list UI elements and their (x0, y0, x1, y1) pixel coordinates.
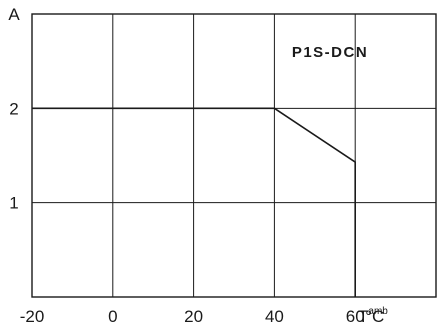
y-tick-label: 2 (9, 99, 18, 118)
x-tick-labels: -20 0 20 40 60 (20, 307, 365, 326)
chart-title: P1S-DCN (292, 44, 368, 61)
x-tick-label: 60 (346, 307, 365, 326)
x-axis-label-main: T (358, 307, 368, 326)
x-tick-label: 40 (265, 307, 284, 326)
y-tick-labels: 12 (9, 99, 18, 212)
grid (32, 14, 436, 297)
series-line (32, 107, 357, 297)
x-axis-label-sub: amb (368, 306, 388, 317)
x-tick-label: -20 (20, 307, 45, 326)
plot-frame (31, 13, 437, 298)
x-axis-unit: °C (365, 307, 384, 326)
y-axis-label: A (8, 5, 20, 24)
y-tick-label: 1 (9, 194, 18, 213)
x-tick-label: 0 (108, 307, 117, 326)
x-axis-label: Tamb (358, 306, 388, 326)
x-tick-label: 20 (184, 307, 203, 326)
